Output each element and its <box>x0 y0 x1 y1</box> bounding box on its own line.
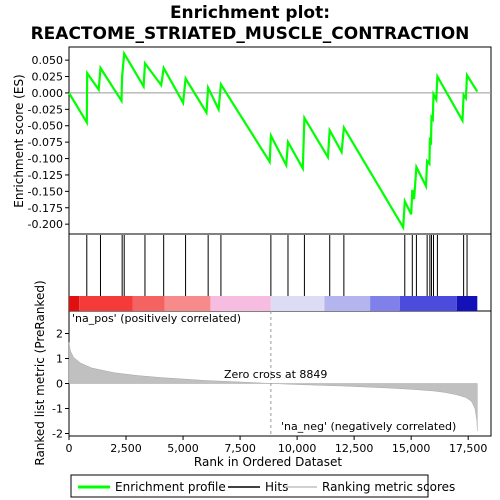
es-y-tick-label: -0.100 <box>28 153 63 166</box>
es-y-axis: 0.050 0.025 0.000 -0.025 -0.050 -0.075 -0.100 -… <box>28 54 69 231</box>
color-bar-segment <box>399 296 457 311</box>
rank-y-axis-label: Ranked list metric (PreRanked) <box>33 280 47 465</box>
color-bar-segment <box>210 296 271 311</box>
x-tick-label: 17,500 <box>449 442 488 455</box>
x-tick-label: 0 <box>66 442 73 455</box>
rank-y-tick-label: -1 <box>52 403 63 416</box>
chart-title-line2: REACTOME_STRIATED_MUSCLE_CONTRACTION <box>31 24 470 44</box>
enrichment-profile-line <box>68 50 479 232</box>
x-axis: 0 2,500 5,000 7,500 10,000 12,500 15,000 17,500 <box>66 436 488 455</box>
negative-correlation-label: 'na_neg' (negatively correlated) <box>281 420 456 433</box>
color-bar-segment <box>456 296 478 311</box>
x-axis-label: Rank in Ordered Dataset <box>194 455 342 469</box>
x-tick-label: 15,000 <box>392 442 431 455</box>
x-tick-label: 12,500 <box>335 442 374 455</box>
legend-box <box>70 474 429 498</box>
legend-label: Enrichment profile <box>115 480 226 494</box>
color-bar-segment <box>164 296 211 311</box>
es-y-tick-label: -0.200 <box>28 218 63 231</box>
rank-y-tick-label: 2 <box>56 328 63 341</box>
es-y-tick-label: 0.025 <box>32 71 64 84</box>
es-y-tick-label: 0.000 <box>32 87 64 100</box>
zero-cross-label: Zero cross at 8849 <box>224 368 327 381</box>
color-bar-segment <box>69 296 80 311</box>
legend-label: Ranking metric scores <box>322 480 455 494</box>
es-y-tick-label: -0.075 <box>28 136 63 149</box>
es-y-tick-label: -0.050 <box>28 120 63 133</box>
hit-markers <box>86 235 468 296</box>
rank-y-tick-label: 0 <box>56 378 63 391</box>
color-bar-segment <box>270 296 325 311</box>
ranking-metric-fill <box>68 342 478 432</box>
legend: Enrichment profile Hits Ranking metric sco… <box>78 480 455 494</box>
chart-title-line1: Enrichment plot: <box>170 3 330 23</box>
es-panel-frame <box>68 46 492 235</box>
rank-y-tick-label: -2 <box>52 428 63 441</box>
enrichment-profile <box>68 50 479 232</box>
positive-correlation-label: 'na_pos' (positively correlated) <box>72 312 241 325</box>
x-tick-label: 2,500 <box>110 442 142 455</box>
rank-y-tick-label: 1 <box>56 353 63 366</box>
ranking-metric-area <box>68 311 478 436</box>
es-y-axis-label: Enrichment score (ES) <box>12 74 26 207</box>
x-tick-label: 10,000 <box>278 442 317 455</box>
x-tick-label: 5,000 <box>167 442 199 455</box>
es-y-tick-label: -0.150 <box>28 185 63 198</box>
es-y-tick-label: -0.125 <box>28 169 63 182</box>
legend-label: Hits <box>265 480 288 494</box>
color-bar-segment <box>324 296 371 311</box>
x-tick-label: 7,500 <box>224 442 256 455</box>
es-y-tick-label: -0.025 <box>28 103 63 116</box>
rank-y-axis: 2 1 0 -1 -2 <box>52 328 69 441</box>
rank-color-bar <box>69 296 478 311</box>
es-y-tick-label: 0.050 <box>32 54 64 67</box>
color-bar-segment <box>132 296 165 311</box>
es-y-tick-label: -0.175 <box>28 202 63 215</box>
color-bar-segment <box>79 296 133 311</box>
color-bar-segment <box>370 296 400 311</box>
